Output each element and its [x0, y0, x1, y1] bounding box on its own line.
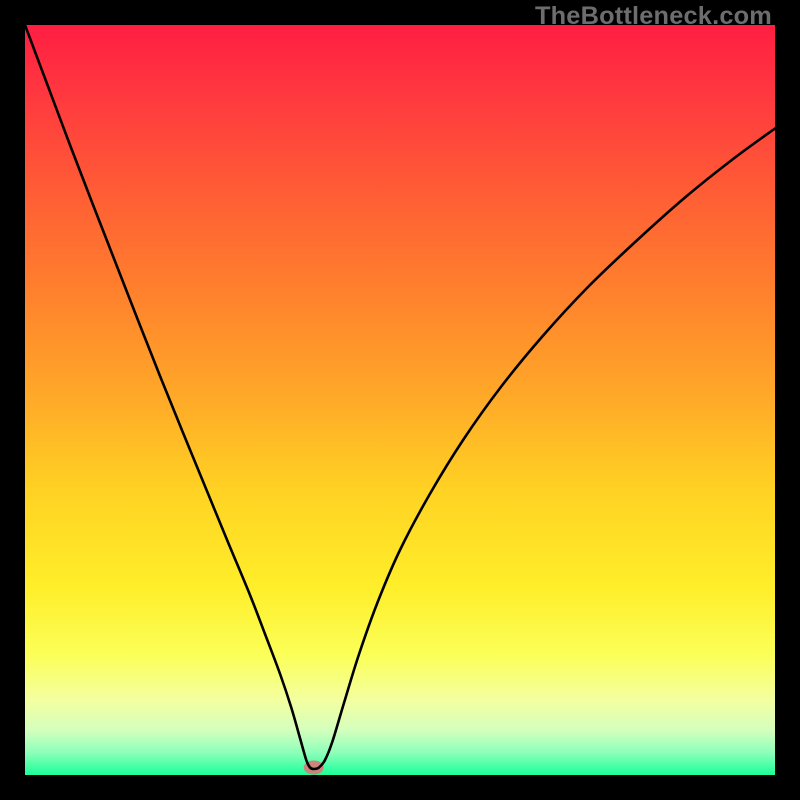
bottleneck-chart — [0, 0, 800, 800]
gradient-background — [25, 25, 775, 775]
watermark-text: TheBottleneck.com — [535, 2, 772, 31]
